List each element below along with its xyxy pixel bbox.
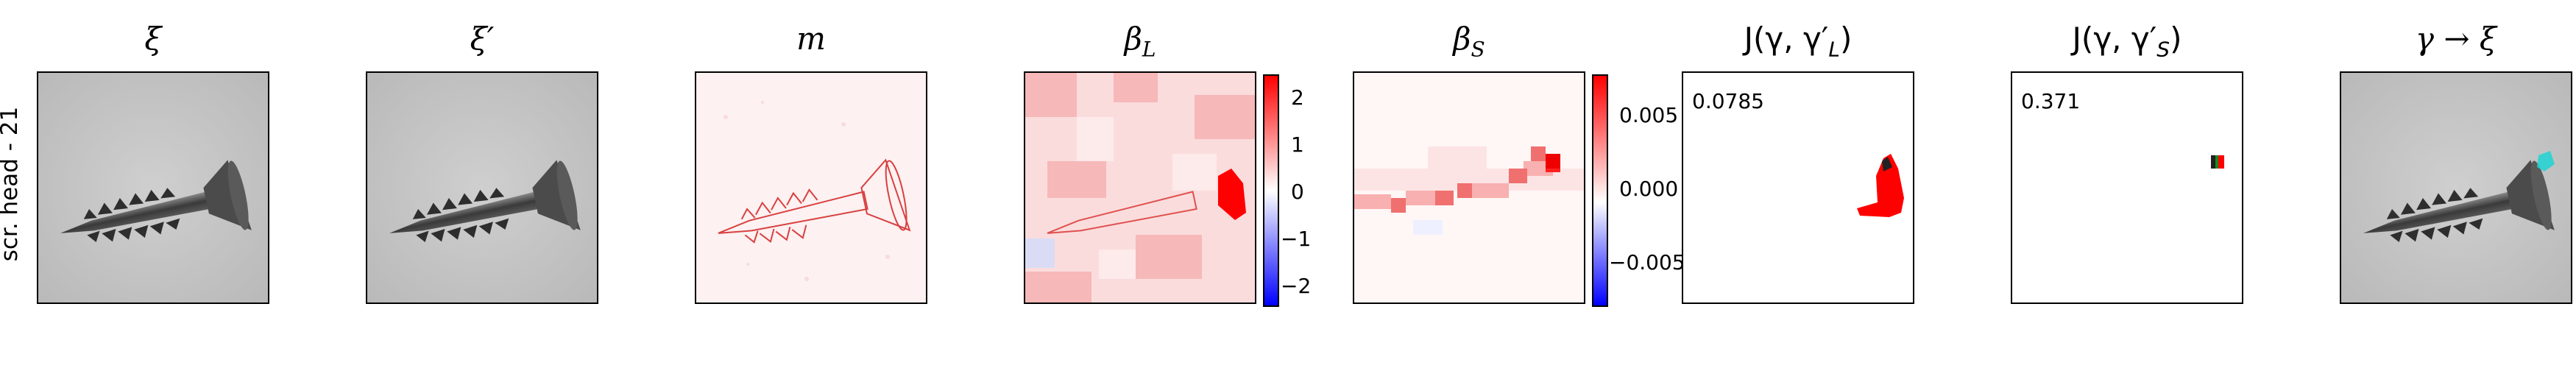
cbar-l-tick: −2 [1281, 274, 1312, 298]
heatmap-beta-l [1024, 71, 1256, 304]
title-gamma-to-xi: γ → ξ [2415, 21, 2497, 57]
colorbar-beta-l [1263, 74, 1279, 307]
mask-j-s: 0.371 [2011, 71, 2243, 304]
cbar-l-tick: 0 [1291, 180, 1304, 204]
title-beta-s: βS [1453, 21, 1485, 62]
colorbar-beta-s [1592, 74, 1608, 307]
title-xi: ξ [144, 21, 162, 57]
title-m: m [796, 21, 826, 57]
cbar-l-tick: 2 [1291, 85, 1304, 110]
cbar-l-tick: 1 [1291, 132, 1304, 157]
score-j-s: 0.371 [2021, 89, 2081, 113]
title-j-l: J(γ, γ′L) [1744, 21, 1853, 62]
score-j-l: 0.0785 [1692, 89, 1764, 113]
row-label: scr. head - 21 [0, 106, 23, 262]
cbar-s-tick: 0.000 [1619, 177, 1679, 201]
title-xi-prime: ξ′ [470, 21, 495, 57]
heatmap-m [695, 71, 927, 304]
cbar-l-tick: −1 [1281, 227, 1312, 251]
image-xi-prime [366, 71, 598, 304]
mask-j-l: 0.0785 [1682, 71, 1914, 304]
heatmap-beta-s [1353, 71, 1585, 304]
cbar-s-tick: 0.005 [1619, 103, 1679, 127]
title-beta-l: βL [1124, 21, 1156, 62]
cbar-s-tick: −0.005 [1609, 250, 1685, 275]
image-xi [37, 71, 269, 304]
image-gamma-to-xi [2340, 71, 2572, 304]
title-j-s: J(γ, γ′S) [2072, 21, 2182, 62]
